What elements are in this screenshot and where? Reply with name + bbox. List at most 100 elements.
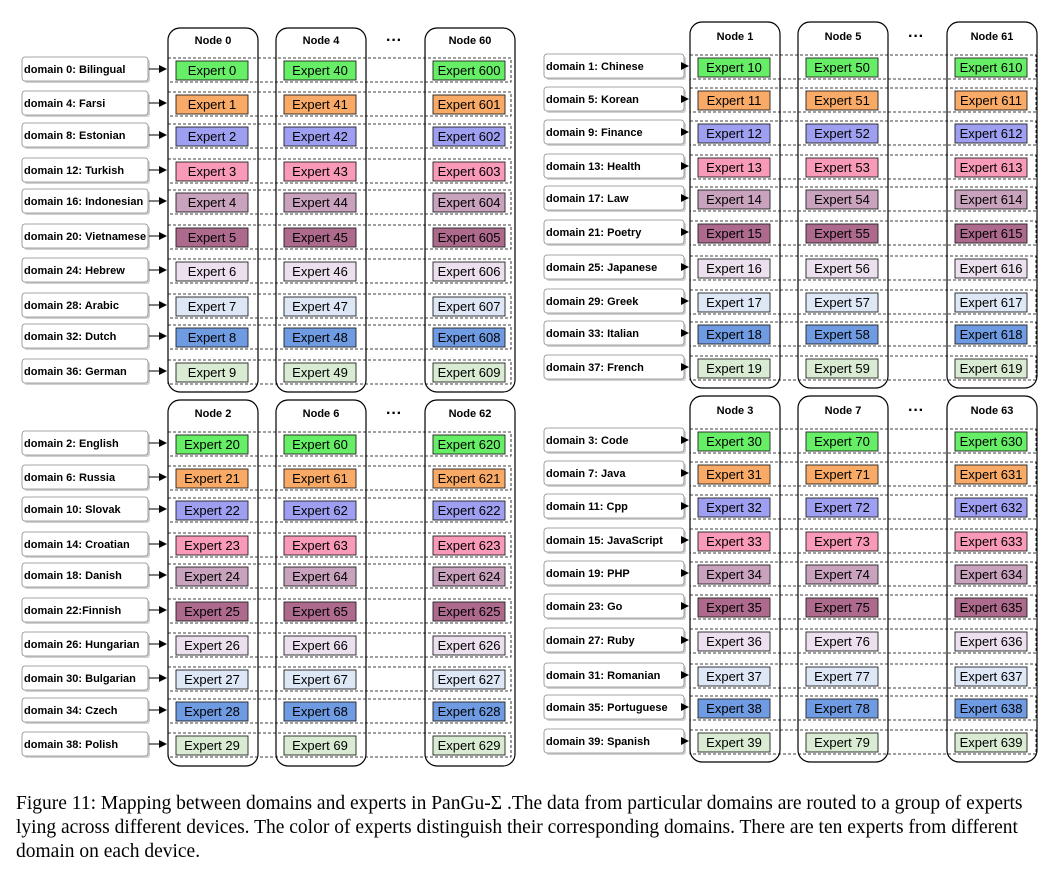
expert-box bbox=[175, 227, 249, 248]
expert-label: Expert 62 bbox=[292, 503, 348, 518]
expert-label: Expert 45 bbox=[292, 230, 348, 245]
expert-box bbox=[175, 94, 249, 115]
row-band bbox=[167, 598, 512, 624]
expert-label: Expert 639 bbox=[960, 735, 1023, 750]
expert-box bbox=[432, 126, 506, 147]
domain-group: Node 3 Node 7 Node 63 ··· domain 3: Code Expe… bbox=[543, 395, 1038, 763]
row-band bbox=[689, 461, 1037, 487]
expert-label: Expert 72 bbox=[814, 500, 870, 515]
row-band bbox=[167, 532, 512, 558]
row-band bbox=[689, 289, 1037, 315]
expert-label: Expert 59 bbox=[814, 361, 870, 376]
expert-box bbox=[283, 635, 357, 656]
expert-label: Expert 78 bbox=[814, 701, 870, 716]
row-band bbox=[167, 293, 512, 319]
expert-label: Expert 605 bbox=[438, 230, 501, 245]
expert-box bbox=[283, 161, 357, 182]
row-band bbox=[689, 729, 1037, 755]
domain-label: domain 22:Finnish bbox=[24, 605, 121, 617]
expert-label: Expert 58 bbox=[814, 327, 870, 342]
node-label: Node 5 bbox=[825, 31, 862, 43]
expert-box bbox=[697, 157, 771, 178]
expert-label: Expert 613 bbox=[960, 160, 1023, 175]
domain-group: Node 2 Node 6 Node 62 ··· domain 2: English E… bbox=[21, 399, 516, 767]
expert-label: Expert 15 bbox=[706, 226, 762, 241]
expert-box bbox=[432, 296, 506, 317]
domain-label: domain 21: Poetry bbox=[546, 227, 642, 239]
row-band bbox=[167, 91, 512, 117]
expert-label: Expert 19 bbox=[706, 361, 762, 376]
node-label: Node 4 bbox=[303, 35, 341, 47]
expert-box bbox=[697, 497, 771, 518]
expert-label: Expert 30 bbox=[706, 434, 762, 449]
row-band bbox=[167, 465, 512, 491]
domain-label: domain 20: Vietnamese bbox=[24, 231, 146, 243]
domain-label: domain 30: Bulgarian bbox=[24, 673, 136, 685]
expert-box bbox=[175, 535, 249, 556]
expert-box bbox=[432, 327, 506, 348]
ellipsis: ··· bbox=[386, 405, 402, 422]
expert-label: Expert 71 bbox=[814, 467, 870, 482]
expert-label: Expert 612 bbox=[960, 126, 1023, 141]
expert-box bbox=[283, 192, 357, 213]
domain-box bbox=[21, 157, 149, 183]
domain-box bbox=[21, 697, 149, 723]
domain-box bbox=[21, 665, 149, 691]
expert-label: Expert 10 bbox=[706, 60, 762, 75]
expert-box bbox=[805, 358, 879, 379]
expert-box bbox=[283, 735, 357, 756]
expert-label: Expert 635 bbox=[960, 600, 1023, 615]
expert-label: Expert 603 bbox=[438, 164, 501, 179]
expert-label: Expert 1 bbox=[188, 97, 236, 112]
expert-label: Expert 51 bbox=[814, 93, 870, 108]
node-label: Node 3 bbox=[717, 405, 754, 417]
expert-label: Expert 620 bbox=[438, 437, 501, 452]
domain-box bbox=[21, 631, 149, 657]
expert-label: Expert 24 bbox=[184, 569, 240, 584]
domain-box bbox=[21, 597, 149, 623]
domain-box bbox=[21, 430, 149, 456]
expert-label: Expert 43 bbox=[292, 164, 348, 179]
domain-label: domain 38: Polish bbox=[24, 739, 118, 751]
expert-label: Expert 621 bbox=[438, 471, 501, 486]
domain-label: domain 16: Indonesian bbox=[24, 196, 143, 208]
expert-label: Expert 77 bbox=[814, 669, 870, 684]
expert-label: Expert 614 bbox=[960, 192, 1023, 207]
expert-label: Expert 18 bbox=[706, 327, 762, 342]
expert-label: Expert 23 bbox=[184, 538, 240, 553]
expert-box bbox=[175, 60, 249, 81]
row-band bbox=[167, 123, 512, 149]
expert-box bbox=[805, 57, 879, 78]
expert-box bbox=[432, 192, 506, 213]
expert-label: Expert 625 bbox=[438, 604, 501, 619]
row-band bbox=[167, 224, 512, 250]
domain-box bbox=[21, 323, 149, 349]
expert-box bbox=[954, 531, 1028, 552]
row-band bbox=[689, 154, 1037, 180]
expert-label: Expert 610 bbox=[960, 60, 1023, 75]
expert-box bbox=[283, 362, 357, 383]
expert-box bbox=[432, 500, 506, 521]
domain-label: domain 8: Estonian bbox=[24, 130, 126, 142]
expert-box bbox=[283, 669, 357, 690]
expert-box bbox=[175, 261, 249, 282]
row-band bbox=[167, 666, 512, 692]
expert-label: Expert 609 bbox=[438, 365, 501, 380]
row-band bbox=[689, 561, 1037, 587]
node-container bbox=[946, 21, 1038, 389]
expert-box bbox=[283, 468, 357, 489]
expert-box bbox=[283, 126, 357, 147]
expert-box bbox=[697, 464, 771, 485]
node-label: Node 61 bbox=[971, 31, 1014, 43]
expert-box bbox=[175, 192, 249, 213]
expert-label: Expert 40 bbox=[292, 63, 348, 78]
expert-label: Expert 26 bbox=[184, 638, 240, 653]
expert-box bbox=[954, 564, 1028, 585]
expert-box bbox=[697, 57, 771, 78]
expert-box bbox=[954, 223, 1028, 244]
expert-box bbox=[954, 597, 1028, 618]
domain-label: domain 27: Ruby bbox=[546, 635, 636, 647]
expert-box bbox=[805, 597, 879, 618]
expert-box bbox=[697, 123, 771, 144]
expert-box bbox=[283, 94, 357, 115]
